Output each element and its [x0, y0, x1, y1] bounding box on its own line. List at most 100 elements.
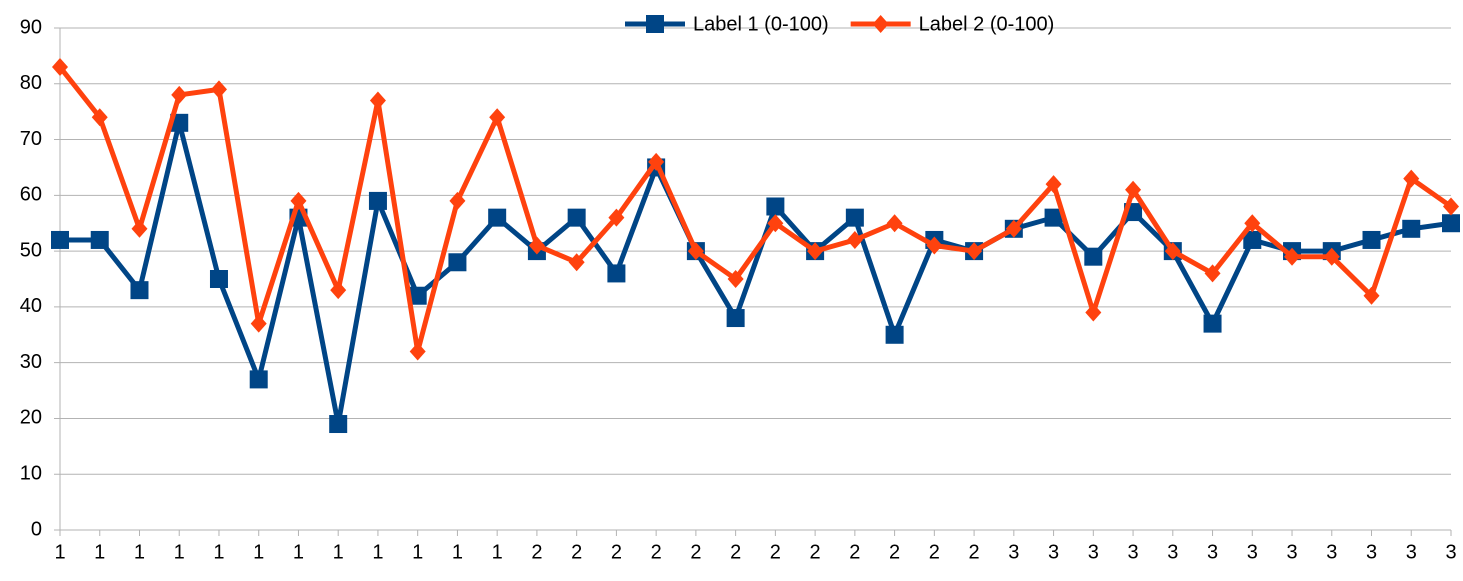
x-tick-label: 2 [730, 541, 741, 563]
x-tick-label: 3 [1326, 541, 1337, 563]
point [885, 325, 904, 344]
point [1045, 175, 1062, 194]
point [687, 242, 704, 261]
point [1203, 314, 1222, 333]
point [330, 281, 347, 300]
x-tick-label: 1 [174, 541, 185, 563]
point [1323, 247, 1340, 266]
point [926, 236, 943, 255]
point [1243, 230, 1262, 249]
y-tick-label: 80 [20, 72, 42, 94]
point [1085, 303, 1102, 322]
x-tick-label: 1 [134, 541, 145, 563]
x-tick-label: 1 [54, 541, 65, 563]
point [91, 108, 108, 127]
point [568, 253, 585, 272]
point [608, 208, 625, 227]
point [250, 314, 267, 333]
x-tick-label: 2 [571, 541, 582, 563]
y-tick-label: 30 [20, 351, 42, 373]
point [1044, 208, 1063, 227]
y-tick-label: 0 [31, 518, 42, 540]
legend-label: Label 1 (0-100) [693, 13, 829, 35]
point [567, 208, 586, 227]
point [727, 270, 744, 288]
x-tick-label: 1 [253, 541, 264, 563]
point [369, 91, 386, 110]
legend-marker [646, 15, 664, 33]
point [1005, 219, 1022, 238]
point [448, 253, 467, 272]
x-tick-label: 2 [969, 541, 980, 563]
x-tick-label: 1 [293, 541, 304, 563]
series-line [58, 65, 1453, 355]
point [648, 152, 665, 171]
x-tick-label: 3 [1445, 541, 1456, 563]
x-tick-label: 2 [929, 541, 940, 563]
point [90, 230, 109, 249]
point [489, 108, 506, 127]
x-tick-label: 3 [1247, 541, 1258, 563]
point [329, 415, 348, 434]
point [846, 230, 863, 249]
point [1363, 286, 1380, 305]
point [52, 58, 68, 77]
series-line [60, 120, 1452, 427]
x-tick-label: 1 [94, 541, 105, 563]
point [726, 309, 745, 328]
point [807, 242, 824, 261]
x-tick-label: 1 [452, 541, 463, 563]
x-tick-label: 2 [770, 541, 781, 563]
point [528, 236, 545, 255]
x-tick-label: 3 [1207, 541, 1218, 563]
y-tick-label: 60 [20, 184, 42, 206]
point [408, 286, 427, 305]
x-tick-label: 2 [651, 541, 662, 563]
legend-marker [872, 15, 889, 33]
point [1402, 219, 1421, 238]
point [1362, 230, 1381, 249]
point [1443, 197, 1459, 216]
point [210, 80, 227, 99]
point [171, 85, 188, 104]
x-tick-label: 2 [810, 541, 821, 563]
point [51, 230, 69, 249]
point [1442, 214, 1460, 233]
x-tick-label: 3 [1366, 541, 1377, 563]
point [1164, 242, 1181, 261]
point [1125, 180, 1142, 199]
x-tick-label: 1 [412, 541, 423, 563]
x-tick-label: 2 [889, 541, 900, 563]
y-tick-label: 40 [20, 295, 42, 317]
point [886, 214, 903, 233]
x-tick-label: 2 [531, 541, 542, 563]
point [766, 197, 785, 216]
x-tick-label: 3 [1008, 541, 1019, 563]
y-tick-label: 10 [20, 463, 42, 485]
y-tick-label: 50 [20, 239, 42, 261]
point [966, 242, 983, 261]
x-tick-label: 3 [1286, 541, 1297, 563]
x-tick-label: 3 [1127, 541, 1138, 563]
x-tick-label: 2 [690, 541, 701, 563]
point [449, 191, 466, 210]
point [1284, 247, 1301, 266]
point [767, 214, 784, 233]
point [488, 208, 507, 227]
x-tick-label: 1 [492, 541, 503, 563]
x-tick-label: 1 [333, 541, 344, 563]
legend-label: Label 2 (0-100) [919, 13, 1055, 35]
x-tick-label: 1 [213, 541, 224, 563]
x-tick-label: 2 [611, 541, 622, 563]
point [1204, 264, 1221, 283]
x-tick-label: 3 [1167, 541, 1178, 563]
point [130, 281, 149, 300]
x-tick-label: 3 [1406, 541, 1417, 563]
x-tick-label: 1 [372, 541, 383, 563]
point [131, 219, 148, 238]
point [1244, 214, 1261, 233]
x-tick-label: 3 [1088, 541, 1099, 563]
x-tick-label: 2 [849, 541, 860, 563]
point [1403, 169, 1420, 188]
